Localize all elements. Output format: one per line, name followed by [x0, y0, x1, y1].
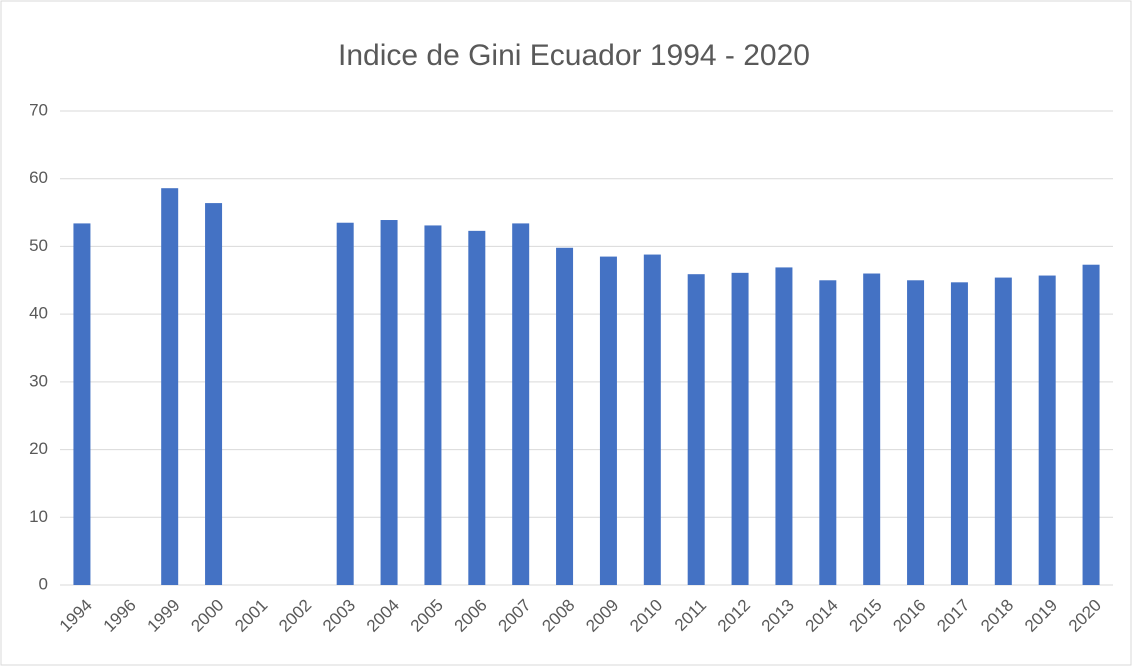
bar — [424, 225, 442, 586]
bar — [73, 223, 91, 586]
y-tick-label: 60 — [29, 168, 48, 187]
bar — [205, 203, 223, 585]
bar — [468, 230, 486, 585]
y-tick-label: 0 — [39, 574, 48, 593]
y-tick-label: 10 — [29, 507, 48, 526]
y-tick-label: 30 — [29, 371, 48, 390]
bar — [731, 272, 749, 585]
bar — [907, 280, 925, 585]
bar — [599, 256, 617, 585]
chart-title: Indice de Gini Ecuador 1994 - 2020 — [338, 39, 810, 72]
bar — [775, 267, 793, 585]
bar — [1082, 264, 1100, 585]
bar — [512, 223, 530, 586]
bar — [687, 274, 705, 585]
bar — [336, 222, 354, 585]
bar — [380, 220, 398, 585]
bar — [1038, 275, 1056, 585]
y-tick-label: 20 — [29, 439, 48, 458]
bar — [161, 188, 179, 586]
y-tick-label: 40 — [29, 304, 48, 323]
bar — [556, 247, 574, 586]
bar — [819, 280, 837, 585]
y-tick-label: 70 — [29, 100, 48, 119]
y-tick-label: 50 — [29, 236, 48, 255]
bar — [863, 273, 881, 585]
bar — [643, 254, 661, 585]
bar — [950, 282, 968, 585]
bar — [994, 277, 1012, 585]
